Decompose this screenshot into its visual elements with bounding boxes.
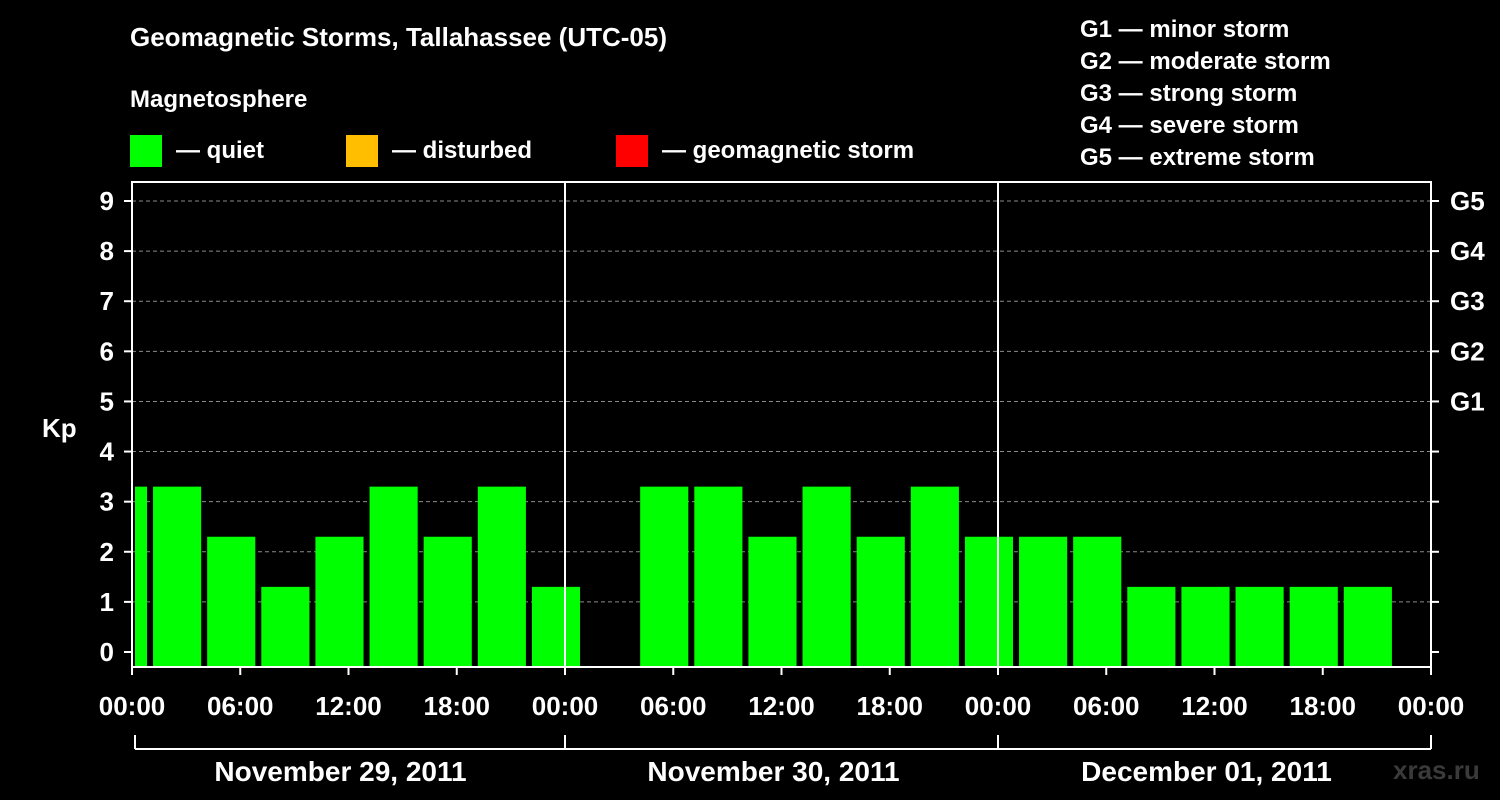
x-tick-label: 18:00: [424, 691, 491, 721]
kp-bar: [1181, 586, 1230, 667]
y-tick-label: 6: [100, 336, 114, 366]
kp-bar: [1235, 586, 1284, 667]
right-tick-label: G1: [1450, 386, 1485, 416]
day-label: November 30, 2011: [647, 756, 899, 787]
legend-item-storm: — geomagnetic storm: [616, 134, 914, 168]
y-tick-label: 7: [100, 286, 114, 316]
legend-label-disturbed: — disturbed: [392, 137, 533, 164]
y-tick-label: 1: [100, 587, 114, 617]
legend-item-quiet: — quiet: [130, 134, 264, 168]
x-tick-label: 06:00: [1073, 691, 1140, 721]
y-tick-label: 8: [100, 236, 114, 266]
x-tick-label: 00:00: [532, 691, 599, 721]
kp-bar: [910, 486, 959, 667]
right-tick-label: G2: [1450, 336, 1485, 366]
legend-swatch-disturbed: [346, 135, 378, 167]
kp-bar: [135, 486, 148, 667]
kp-bar: [640, 486, 689, 667]
kp-bar: [423, 536, 472, 667]
x-tick-label: 00:00: [965, 691, 1032, 721]
legend-label-storm: — geomagnetic storm: [662, 137, 915, 164]
kp-bar: [964, 536, 1014, 667]
kp-bar: [261, 586, 310, 667]
kp-bar: [207, 536, 256, 667]
right-tick-label: G5: [1450, 186, 1485, 216]
x-tick-label: 12:00: [748, 691, 815, 721]
y-tick-label: 5: [100, 386, 114, 416]
y-tick-label: 3: [100, 487, 114, 517]
storm-scale-g3: G3 — strong storm: [1080, 80, 1298, 107]
kp-bar: [748, 536, 797, 667]
kp-bar: [802, 486, 851, 667]
x-tick-label: 18:00: [1290, 691, 1357, 721]
storm-scale-legend: G1 — minor storm G2 — moderate storm G3 …: [1080, 14, 1331, 174]
x-tick-label: 12:00: [1181, 691, 1248, 721]
y-tick-label: 9: [100, 186, 114, 216]
x-tick-label: 00:00: [99, 691, 166, 721]
kp-bar: [369, 486, 418, 667]
y-tick-label: 2: [100, 537, 114, 567]
x-tick-label: 00:00: [1398, 691, 1465, 721]
legend-item-disturbed: — disturbed: [346, 134, 532, 168]
storm-scale-g2: G2 — moderate storm: [1080, 48, 1331, 75]
kp-bar: [694, 486, 743, 667]
x-tick-label: 12:00: [315, 691, 382, 721]
legend-swatch-quiet: [130, 135, 162, 167]
kp-bar: [1343, 586, 1392, 667]
storm-scale-g4: G4 — severe storm: [1080, 112, 1299, 139]
chart-title: Geomagnetic Storms, Tallahassee (UTC-05): [130, 22, 668, 52]
kp-bar: [1289, 586, 1338, 667]
x-tick-label: 06:00: [640, 691, 707, 721]
right-tick-label: G4: [1450, 236, 1485, 266]
kp-bar: [477, 486, 526, 667]
legend-swatch-storm: [616, 135, 648, 167]
kp-bar: [1019, 536, 1068, 667]
legend-label-quiet: — quiet: [176, 137, 264, 164]
x-tick-label: 18:00: [857, 691, 924, 721]
day-label: December 01, 2011: [1081, 756, 1332, 787]
legend-heading: Magnetosphere: [130, 86, 308, 113]
day-label: November 29, 2011: [214, 756, 466, 787]
right-tick-label: G3: [1450, 286, 1485, 316]
kp-bar: [531, 586, 581, 667]
kp-bar: [153, 486, 202, 667]
y-axis-label: Kp: [42, 413, 77, 443]
kp-bar: [1073, 536, 1122, 667]
x-tick-label: 06:00: [207, 691, 274, 721]
kp-bar: [315, 536, 364, 667]
y-tick-label: 4: [100, 437, 115, 467]
kp-bar: [856, 536, 905, 667]
kp-bar: [1127, 586, 1176, 667]
watermark: xras.ru: [1393, 755, 1480, 785]
storm-scale-g5: G5 — extreme storm: [1080, 144, 1315, 171]
y-tick-label: 0: [100, 637, 114, 667]
storm-scale-g1: G1 — minor storm: [1080, 16, 1290, 43]
